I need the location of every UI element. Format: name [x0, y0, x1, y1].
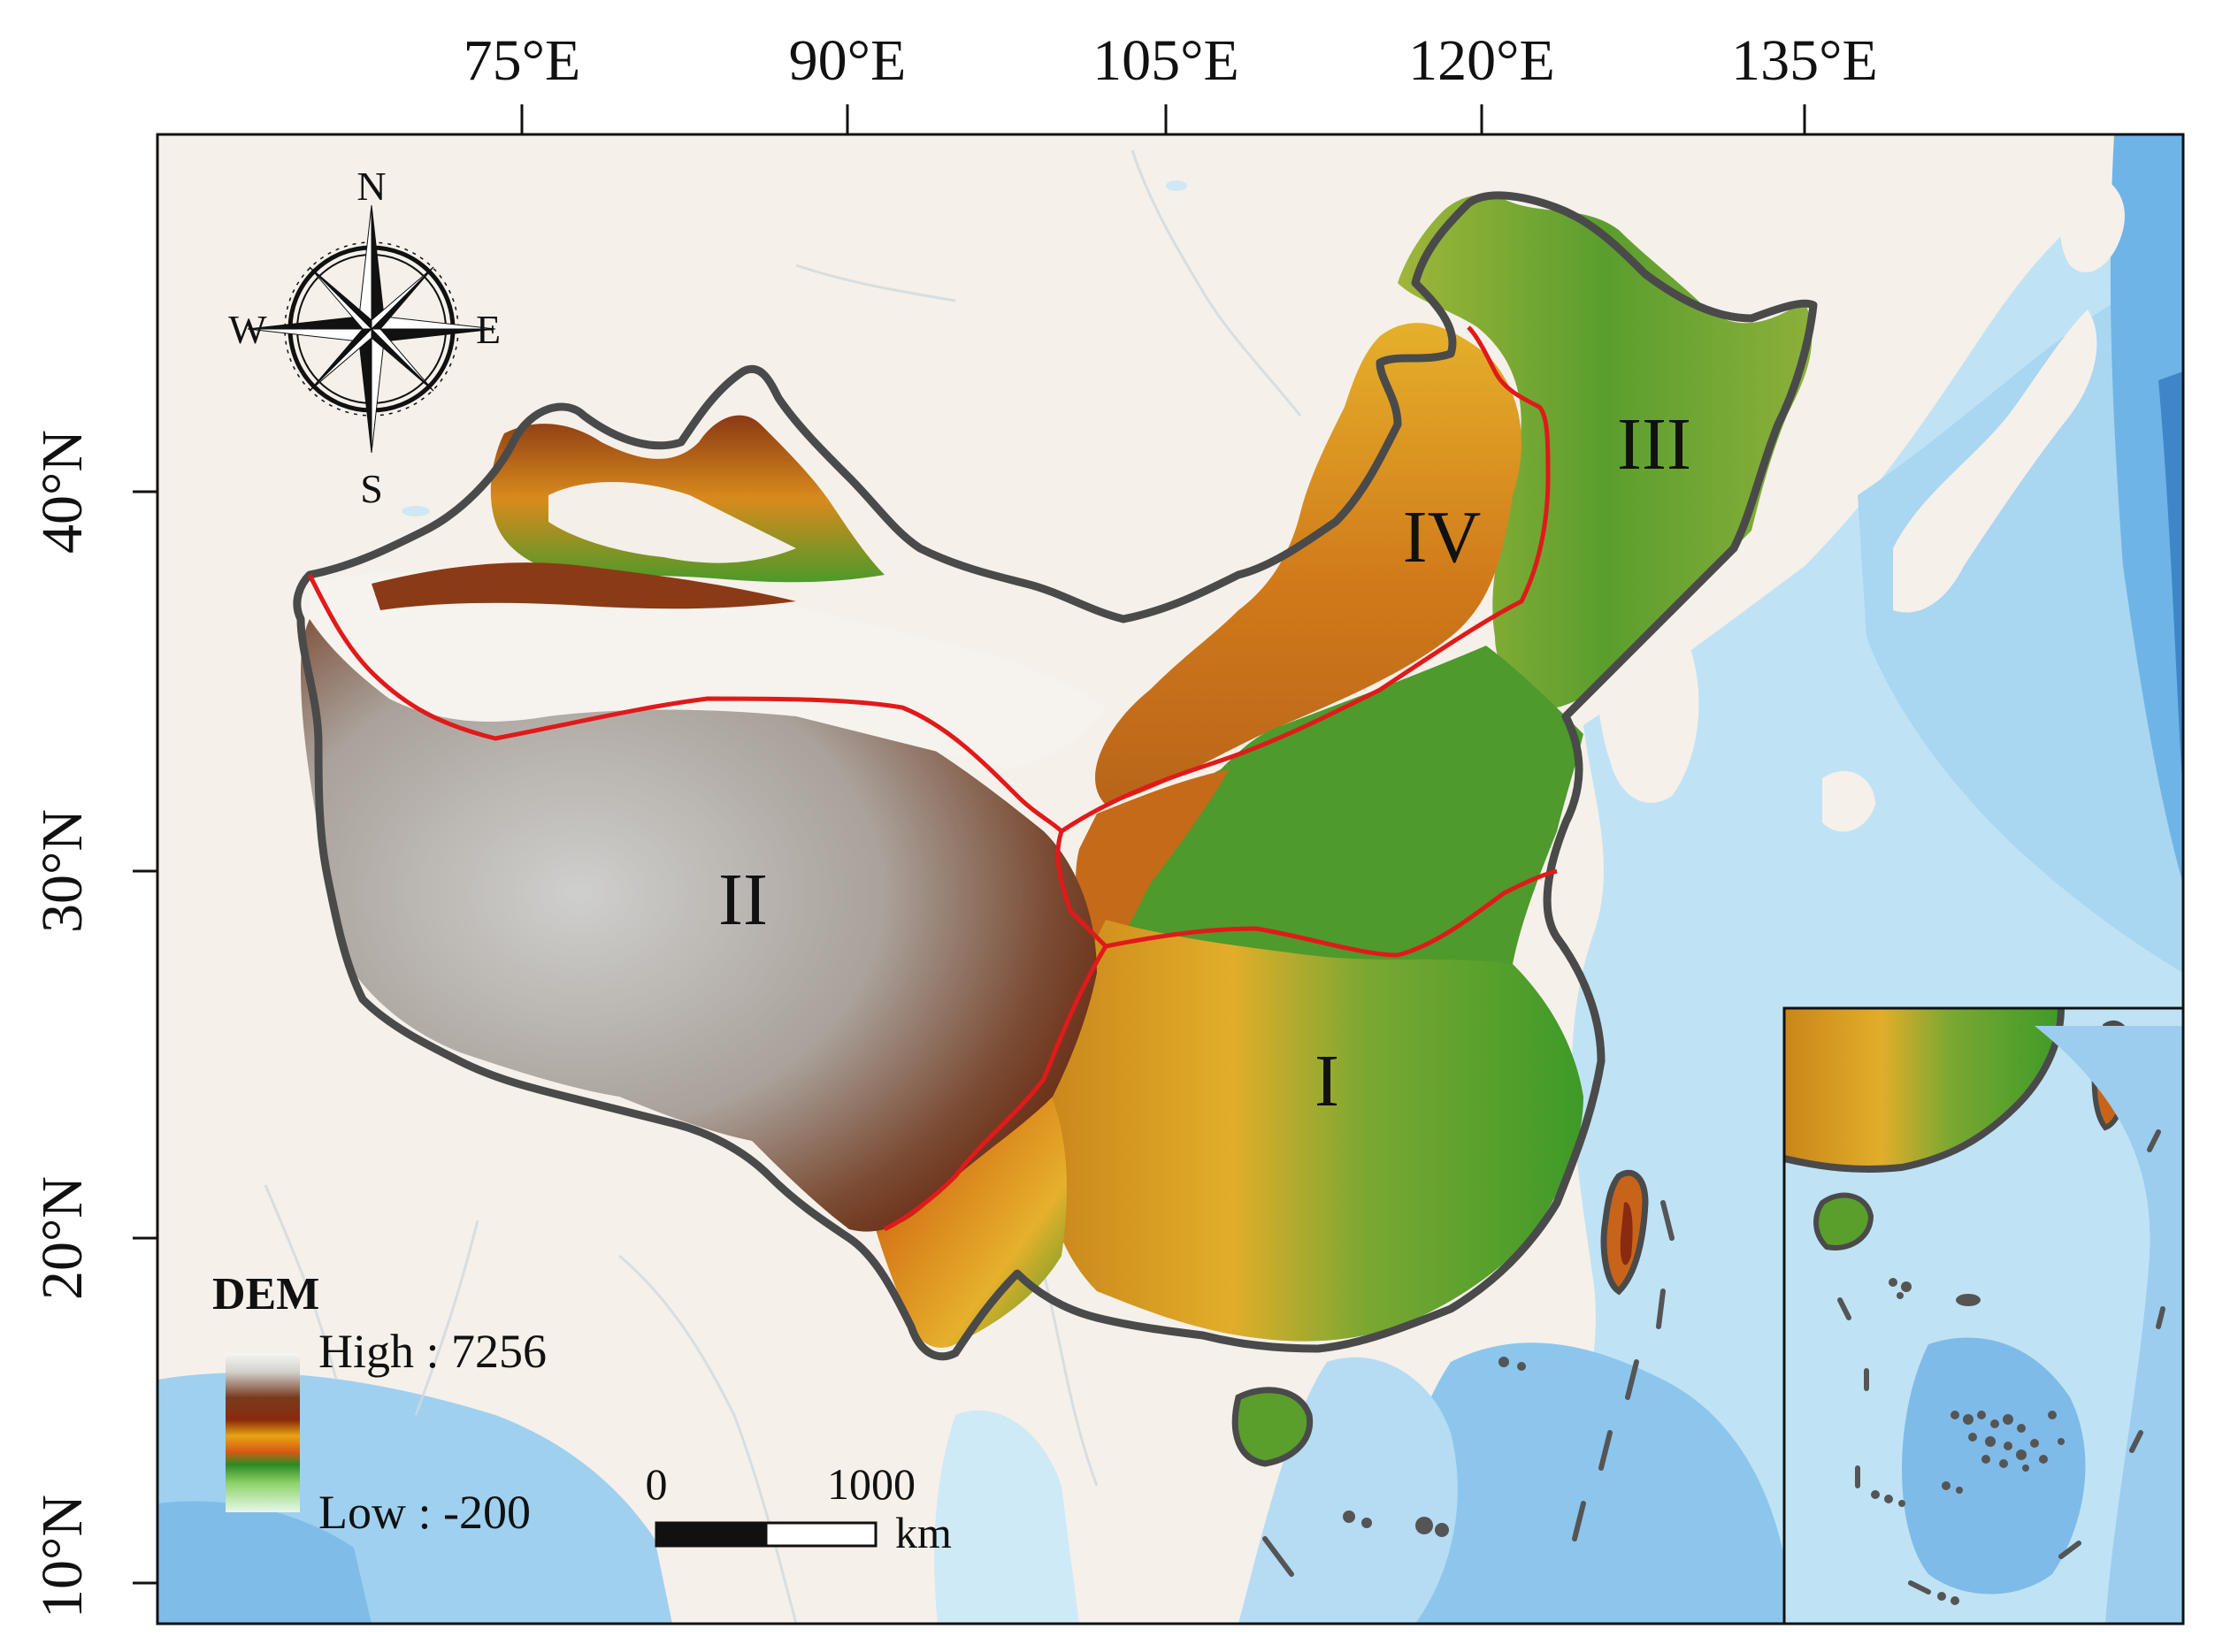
dem-legend: DEM High : 7256 Low : -200 [212, 1269, 547, 1539]
longitude-tick-90e: 90°E [789, 28, 907, 93]
compass-rose-icon: N S E W [228, 164, 501, 511]
scale-bar: 0 1000 km [646, 1459, 953, 1557]
region-label-i: I [1314, 1040, 1339, 1122]
islands [1343, 1357, 1526, 1537]
region-label-ii: II [718, 859, 768, 941]
inset-dash-line [1837, 1129, 2165, 1595]
map-frame: I II III IV [157, 134, 2183, 1624]
longitude-tick-75e: 75°E [464, 28, 581, 93]
longitude-tick-135e: 135°E [1731, 28, 1878, 93]
scale-bar-start: 0 [646, 1459, 668, 1509]
legend-title: DEM [212, 1269, 319, 1319]
legend-low-label: Low : -200 [318, 1486, 531, 1539]
legend-high-label: High : 7256 [318, 1325, 547, 1378]
compass-west-label: W [228, 307, 267, 352]
longitude-axis: 75°E 90°E 105°E 120°E 135°E [464, 28, 1878, 134]
latitude-tick-30n: 30°N [30, 809, 95, 933]
region-labels: I II III IV [718, 403, 1691, 1122]
latitude-axis: 40°N 30°N 20°N 10°N [30, 430, 157, 1618]
region-label-iv: IV [1403, 496, 1482, 578]
nine-dash-line [1262, 1200, 1675, 1577]
inset-islands [1871, 1278, 2065, 1605]
longitude-tick-120e: 120°E [1408, 28, 1555, 93]
compass-south-label: S [360, 466, 383, 511]
region-label-iii: III [1617, 403, 1691, 486]
latitude-tick-10n: 10°N [30, 1495, 95, 1618]
map-border [156, 133, 2185, 1625]
compass-east-label: E [476, 307, 501, 352]
scale-bar-unit: km [895, 1508, 952, 1557]
compass-north-label: N [356, 164, 386, 209]
scale-bar-end: 1000 [827, 1459, 916, 1509]
longitude-tick-105e: 105°E [1092, 28, 1239, 93]
china-dem-landmass [301, 195, 1813, 1464]
latitude-tick-20n: 20°N [30, 1176, 95, 1300]
region-dividers [307, 325, 1558, 1232]
hainan-boundary [1231, 1387, 1314, 1467]
national-boundary [293, 191, 1818, 1361]
taiwan-boundary [1600, 1169, 1649, 1296]
south-china-sea-inset [1782, 1006, 2183, 1624]
legend-color-ramp [226, 1353, 300, 1512]
latitude-tick-40n: 40°N [30, 430, 95, 554]
